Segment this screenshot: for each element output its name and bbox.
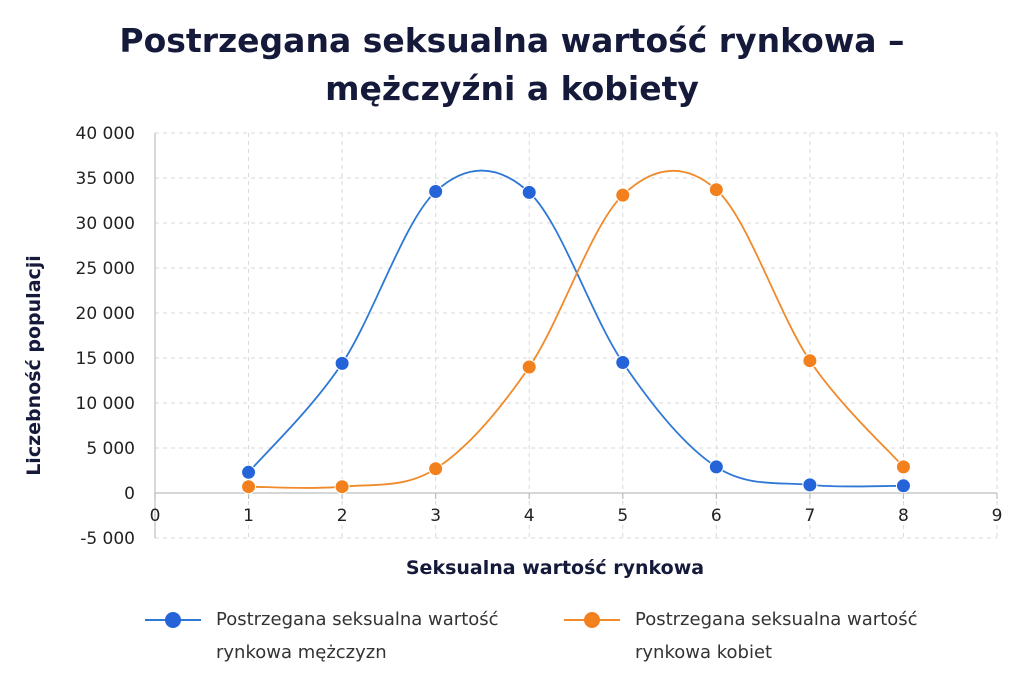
data-point — [334, 479, 350, 495]
data-point — [708, 182, 724, 198]
y-tick-label: 0 — [124, 484, 135, 504]
series-women — [241, 169, 911, 495]
grid — [155, 132, 998, 539]
x-axis-title: Seksualna wartość rynkowa — [406, 557, 704, 579]
data-point — [802, 353, 818, 369]
legend-label: rynkowa mężczyzn — [216, 642, 387, 663]
x-tick-label: 1 — [243, 506, 254, 526]
data-point — [615, 355, 631, 370]
data-point — [708, 459, 724, 475]
x-tick-label: 6 — [711, 506, 722, 526]
y-tick-label: 10 000 — [76, 394, 135, 414]
data-point — [895, 478, 911, 494]
x-tick-label: 9 — [992, 506, 1003, 526]
legend-label: rynkowa kobiet — [635, 642, 772, 663]
legend-item: Postrzegana seksualna wartość rynkowa męż… — [145, 609, 499, 663]
axes — [154, 133, 998, 538]
data-point — [334, 355, 350, 371]
y-tick-label: 15 000 — [76, 349, 135, 369]
data-point — [802, 477, 818, 493]
data-point — [521, 359, 537, 375]
x-tick-label: 0 — [150, 506, 161, 526]
chart-title: Postrzegana seksualna wartość rynkowa – m… — [119, 21, 904, 108]
data-point — [428, 184, 444, 199]
y-tick-labels: -5 000 0 5 000 10 000 15 000 20 000 25 000 30 0… — [76, 124, 135, 549]
chart-title-line: Postrzegana seksualna wartość rynkowa – — [119, 21, 904, 60]
legend: Postrzegana seksualna wartość rynkowa męż… — [145, 609, 918, 663]
legend-item: Postrzegana seksualna wartość rynkowa kob… — [564, 609, 918, 663]
data-point — [428, 461, 444, 477]
data-series — [241, 169, 911, 495]
data-point — [521, 184, 537, 200]
data-point — [241, 479, 257, 495]
y-tick-label: 40 000 — [76, 124, 135, 144]
x-tick-label: 5 — [617, 506, 628, 526]
data-point — [615, 187, 631, 203]
series-line — [247, 169, 904, 488]
x-tick-labels: 0 1 2 3 4 5 6 7 8 9 — [150, 506, 1003, 526]
data-point — [241, 464, 257, 480]
y-axis-title: Liczebność populacji — [23, 255, 45, 476]
y-tick-label: 25 000 — [76, 259, 135, 279]
y-tick-label: -5 000 — [80, 529, 135, 549]
legend-swatch-marker — [584, 612, 600, 628]
x-tick-label: 7 — [804, 506, 815, 526]
y-tick-label: 30 000 — [76, 214, 135, 234]
x-tick-label: 3 — [430, 506, 441, 526]
legend-label: Postrzegana seksualna wartość — [216, 609, 499, 630]
chart-title-line: mężczyźni a kobiety — [325, 69, 699, 108]
x-tick-label: 2 — [337, 506, 348, 526]
y-tick-label: 5 000 — [86, 439, 135, 459]
legend-swatch-marker — [165, 612, 181, 628]
y-tick-label: 20 000 — [76, 304, 135, 324]
series-men — [241, 169, 911, 494]
x-tick-label: 8 — [898, 506, 909, 526]
legend-label: Postrzegana seksualna wartość — [635, 609, 918, 630]
y-tick-label: 35 000 — [76, 169, 135, 189]
x-tick-label: 4 — [524, 506, 535, 526]
data-point — [895, 459, 911, 475]
series-line — [248, 169, 905, 489]
